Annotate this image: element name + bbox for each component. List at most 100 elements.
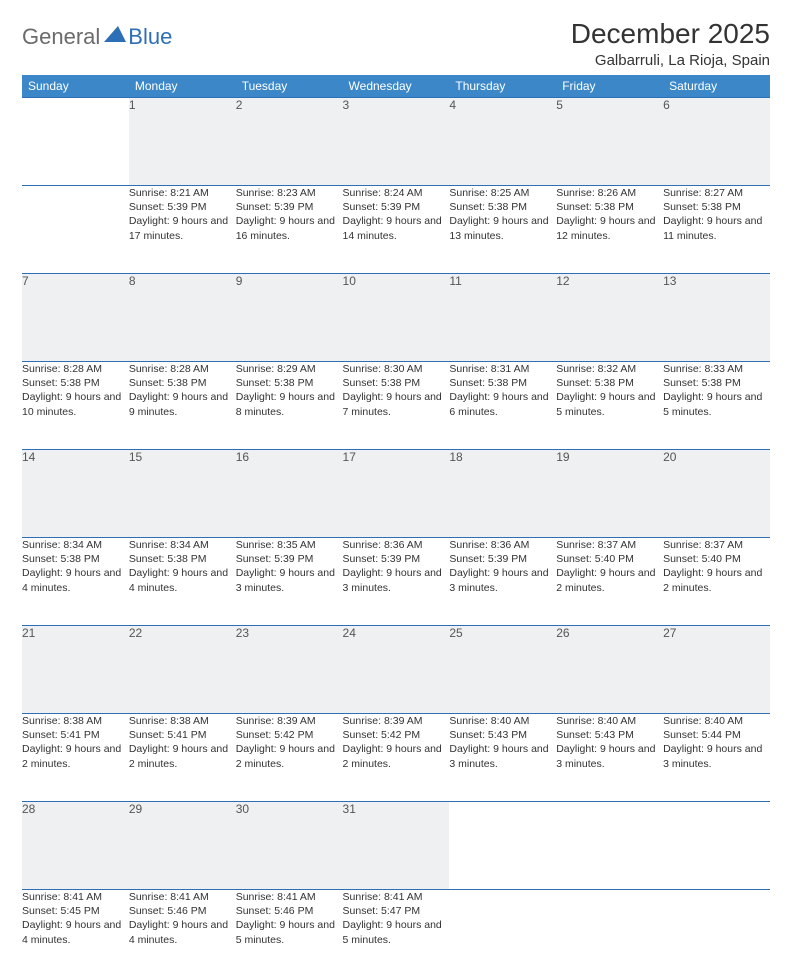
day-number-cell: 11 <box>449 274 556 362</box>
weekday-header: Sunday <box>22 75 129 98</box>
daylight-line: Daylight: 9 hours and 3 minutes. <box>449 742 556 770</box>
sunset-line: Sunset: 5:43 PM <box>449 728 556 742</box>
day-body-cell: Sunrise: 8:37 AMSunset: 5:40 PMDaylight:… <box>556 538 663 626</box>
day-body-cell: Sunrise: 8:36 AMSunset: 5:39 PMDaylight:… <box>449 538 556 626</box>
sunrise-line: Sunrise: 8:38 AM <box>22 714 129 728</box>
day-body-cell: Sunrise: 8:32 AMSunset: 5:38 PMDaylight:… <box>556 362 663 450</box>
day-body-cell: Sunrise: 8:36 AMSunset: 5:39 PMDaylight:… <box>343 538 450 626</box>
day-body-cell: Sunrise: 8:39 AMSunset: 5:42 PMDaylight:… <box>343 714 450 802</box>
day-number-cell: 2 <box>236 98 343 186</box>
daylight-line: Daylight: 9 hours and 8 minutes. <box>236 390 343 418</box>
daylight-line: Daylight: 9 hours and 4 minutes. <box>129 566 236 594</box>
calendar-body: 123456 Sunrise: 8:21 AMSunset: 5:39 PMDa… <box>22 98 770 978</box>
daylight-line: Daylight: 9 hours and 5 minutes. <box>236 918 343 946</box>
day-body-cell: Sunrise: 8:39 AMSunset: 5:42 PMDaylight:… <box>236 714 343 802</box>
day-body-cell <box>449 890 556 978</box>
sunset-line: Sunset: 5:38 PM <box>449 200 556 214</box>
day-body-cell: Sunrise: 8:35 AMSunset: 5:39 PMDaylight:… <box>236 538 343 626</box>
day-body-cell: Sunrise: 8:41 AMSunset: 5:46 PMDaylight:… <box>129 890 236 978</box>
sunset-line: Sunset: 5:38 PM <box>22 376 129 390</box>
sunset-line: Sunset: 5:41 PM <box>22 728 129 742</box>
day-body-cell: Sunrise: 8:38 AMSunset: 5:41 PMDaylight:… <box>129 714 236 802</box>
logo-mark-icon <box>104 26 126 47</box>
day-number-cell: 6 <box>663 98 770 186</box>
sunset-line: Sunset: 5:38 PM <box>449 376 556 390</box>
day-number-cell: 8 <box>129 274 236 362</box>
sunrise-line: Sunrise: 8:40 AM <box>663 714 770 728</box>
day-number-cell: 13 <box>663 274 770 362</box>
sunrise-line: Sunrise: 8:33 AM <box>663 362 770 376</box>
sunrise-line: Sunrise: 8:31 AM <box>449 362 556 376</box>
sunset-line: Sunset: 5:42 PM <box>236 728 343 742</box>
day-number-cell: 20 <box>663 450 770 538</box>
day-number-cell: 24 <box>343 626 450 714</box>
sunset-line: Sunset: 5:39 PM <box>236 552 343 566</box>
day-number-cell: 31 <box>343 802 450 890</box>
sunset-line: Sunset: 5:40 PM <box>663 552 770 566</box>
sunset-line: Sunset: 5:38 PM <box>129 376 236 390</box>
sunset-line: Sunset: 5:44 PM <box>663 728 770 742</box>
sunrise-line: Sunrise: 8:36 AM <box>343 538 450 552</box>
header: General Blue December 2025 Galbarruli, L… <box>22 18 770 69</box>
day-body-cell: Sunrise: 8:40 AMSunset: 5:44 PMDaylight:… <box>663 714 770 802</box>
sunrise-line: Sunrise: 8:29 AM <box>236 362 343 376</box>
day-body-cell: Sunrise: 8:24 AMSunset: 5:39 PMDaylight:… <box>343 186 450 274</box>
day-body-cell: Sunrise: 8:34 AMSunset: 5:38 PMDaylight:… <box>129 538 236 626</box>
sunrise-line: Sunrise: 8:27 AM <box>663 186 770 200</box>
day-number-cell: 30 <box>236 802 343 890</box>
day-number-cell <box>22 98 129 186</box>
daylight-line: Daylight: 9 hours and 10 minutes. <box>22 390 129 418</box>
daylight-line: Daylight: 9 hours and 5 minutes. <box>343 918 450 946</box>
day-number-cell: 12 <box>556 274 663 362</box>
daylight-line: Daylight: 9 hours and 13 minutes. <box>449 214 556 242</box>
day-number-cell: 23 <box>236 626 343 714</box>
sunset-line: Sunset: 5:38 PM <box>22 552 129 566</box>
calendar-head: SundayMondayTuesdayWednesdayThursdayFrid… <box>22 75 770 98</box>
day-body-cell: Sunrise: 8:29 AMSunset: 5:38 PMDaylight:… <box>236 362 343 450</box>
day-number-cell <box>556 802 663 890</box>
location: Galbarruli, La Rioja, Spain <box>571 52 770 69</box>
day-number-cell: 18 <box>449 450 556 538</box>
sunrise-line: Sunrise: 8:32 AM <box>556 362 663 376</box>
day-body-cell: Sunrise: 8:28 AMSunset: 5:38 PMDaylight:… <box>22 362 129 450</box>
day-number-cell: 28 <box>22 802 129 890</box>
sunrise-line: Sunrise: 8:37 AM <box>663 538 770 552</box>
daylight-line: Daylight: 9 hours and 2 minutes. <box>663 566 770 594</box>
day-number-cell: 4 <box>449 98 556 186</box>
day-number-cell: 27 <box>663 626 770 714</box>
daylight-line: Daylight: 9 hours and 2 minutes. <box>129 742 236 770</box>
daylight-line: Daylight: 9 hours and 16 minutes. <box>236 214 343 242</box>
sunset-line: Sunset: 5:39 PM <box>343 200 450 214</box>
sunrise-line: Sunrise: 8:40 AM <box>556 714 663 728</box>
day-body-cell: Sunrise: 8:25 AMSunset: 5:38 PMDaylight:… <box>449 186 556 274</box>
sunrise-line: Sunrise: 8:34 AM <box>22 538 129 552</box>
sunset-line: Sunset: 5:42 PM <box>343 728 450 742</box>
sunset-line: Sunset: 5:38 PM <box>663 376 770 390</box>
day-number-cell <box>449 802 556 890</box>
daylight-line: Daylight: 9 hours and 2 minutes. <box>556 566 663 594</box>
day-body-cell: Sunrise: 8:30 AMSunset: 5:38 PMDaylight:… <box>343 362 450 450</box>
sunset-line: Sunset: 5:38 PM <box>236 376 343 390</box>
daylight-line: Daylight: 9 hours and 9 minutes. <box>129 390 236 418</box>
daylight-line: Daylight: 9 hours and 2 minutes. <box>22 742 129 770</box>
daylight-line: Daylight: 9 hours and 14 minutes. <box>343 214 450 242</box>
day-body-cell <box>663 890 770 978</box>
sunset-line: Sunset: 5:38 PM <box>343 376 450 390</box>
day-number-cell: 15 <box>129 450 236 538</box>
logo-text-general: General <box>22 24 100 50</box>
day-number-cell <box>663 802 770 890</box>
daylight-line: Daylight: 9 hours and 2 minutes. <box>236 742 343 770</box>
daylight-line: Daylight: 9 hours and 4 minutes. <box>22 918 129 946</box>
day-body-cell: Sunrise: 8:27 AMSunset: 5:38 PMDaylight:… <box>663 186 770 274</box>
day-body-cell: Sunrise: 8:31 AMSunset: 5:38 PMDaylight:… <box>449 362 556 450</box>
day-body-cell: Sunrise: 8:28 AMSunset: 5:38 PMDaylight:… <box>129 362 236 450</box>
daylight-line: Daylight: 9 hours and 11 minutes. <box>663 214 770 242</box>
sunrise-line: Sunrise: 8:36 AM <box>449 538 556 552</box>
weekday-header: Wednesday <box>343 75 450 98</box>
daylight-line: Daylight: 9 hours and 3 minutes. <box>449 566 556 594</box>
daylight-line: Daylight: 9 hours and 2 minutes. <box>343 742 450 770</box>
weekday-header: Thursday <box>449 75 556 98</box>
sunset-line: Sunset: 5:38 PM <box>556 376 663 390</box>
month-title: December 2025 <box>571 18 770 50</box>
sunrise-line: Sunrise: 8:41 AM <box>22 890 129 904</box>
